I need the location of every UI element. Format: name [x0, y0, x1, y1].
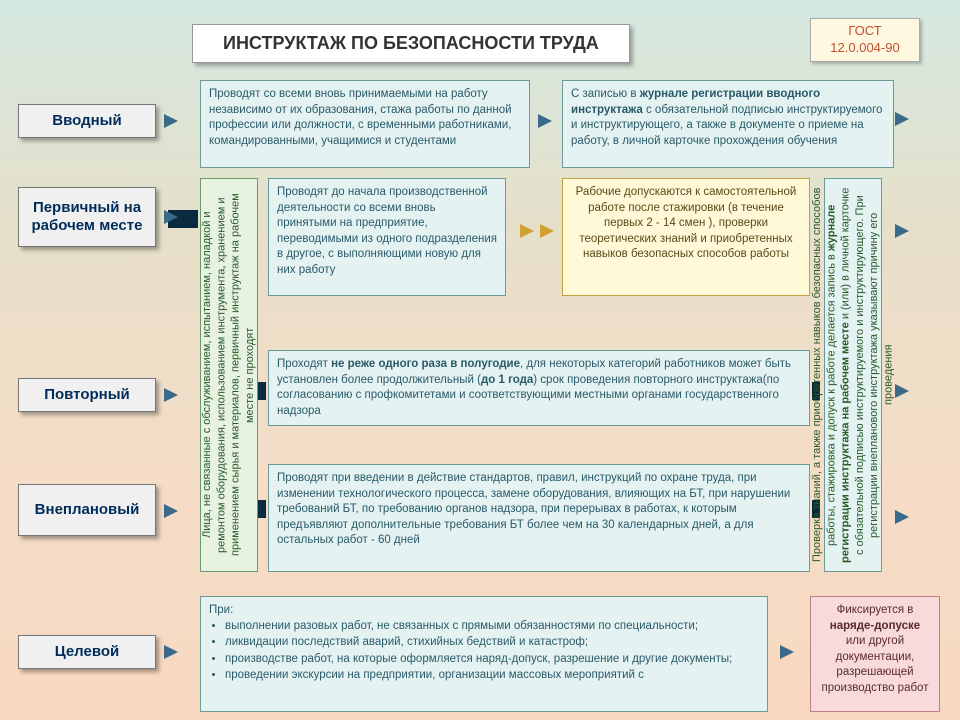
arrow-right-icon	[895, 510, 909, 524]
arrow-right-icon	[164, 504, 178, 518]
category-povtorny: Повторный	[18, 378, 156, 412]
arrow-right-icon	[895, 224, 909, 238]
list-item: проведении экскурсии на предприятии, орг…	[225, 668, 759, 684]
vneplanovy-description-box: Проводят при введении в действие стандар…	[268, 464, 810, 572]
text-span: или другой документации, разрешающей про…	[822, 635, 929, 694]
vvodny-description-box: Проводят со всеми вновь принимаемыми на …	[200, 80, 530, 168]
povtorny-description-box: Проходят не реже одного раза в полугодие…	[268, 350, 810, 426]
category-pervichny: Первичный на рабочем месте	[18, 187, 156, 247]
registration-vertical-box: Проверка знаний, а также приобретенных н…	[824, 178, 882, 572]
list-item: производстве работ, на которые оформляет…	[225, 652, 759, 668]
vvodny-journal-box: С записью в журнале регистрации вводного…	[562, 80, 894, 168]
arrow-right-icon	[520, 224, 534, 238]
text-bold: до 1 года	[481, 374, 533, 386]
list-header: При:	[209, 604, 233, 616]
tselevoy-description-box: При: выполнении разовых работ, не связан…	[200, 596, 768, 712]
category-vvodny: Вводный	[18, 104, 156, 138]
tselevoy-naryad-box: Фиксируется в наряде-допуске или другой …	[810, 596, 940, 712]
connector-bar	[258, 500, 266, 518]
arrow-right-icon	[164, 210, 178, 224]
arrow-right-icon	[895, 384, 909, 398]
arrow-right-icon	[164, 114, 178, 128]
page-title: ИНСТРУКТАЖ ПО БЕЗОПАСНОСТИ ТРУДА	[192, 24, 630, 63]
exemption-vertical-box: Лица, не связанные с обслуживанием, испы…	[200, 178, 258, 572]
gost-label: ГОСТ 12.0.004-90	[810, 18, 920, 62]
tselevoy-list: выполнении разовых работ, не связанных с…	[225, 619, 759, 684]
text-span: С записью в	[571, 88, 640, 100]
arrow-right-icon	[164, 645, 178, 659]
vertical-text: Лица, не связанные с обслуживанием, испы…	[200, 185, 257, 565]
pervichny-dopusk-box: Рабочие допускаются к самостоятельной ра…	[562, 178, 810, 296]
category-vneplanovy: Внеплановый	[18, 484, 156, 536]
list-item: выполнении разовых работ, не связанных с…	[225, 619, 759, 635]
text-span: Фиксируется в	[837, 604, 914, 616]
arrow-right-icon	[895, 112, 909, 126]
text-span: Проходят	[277, 358, 331, 370]
pervichny-description-box: Проводят до начала производственной деят…	[268, 178, 506, 296]
text-bold: наряде-допуске	[830, 620, 920, 632]
category-tselevoy: Целевой	[18, 635, 156, 669]
arrow-right-icon	[538, 114, 552, 128]
arrow-right-icon	[540, 224, 554, 238]
arrow-right-icon	[164, 388, 178, 402]
list-item: ликвидации последствий аварий, стихийных…	[225, 635, 759, 651]
text-bold: не реже одного раза в полугодие	[331, 358, 520, 370]
arrow-right-icon	[780, 645, 794, 659]
vertical-text: Проверка знаний, а также приобретенных н…	[810, 185, 896, 565]
connector-bar	[258, 382, 266, 400]
